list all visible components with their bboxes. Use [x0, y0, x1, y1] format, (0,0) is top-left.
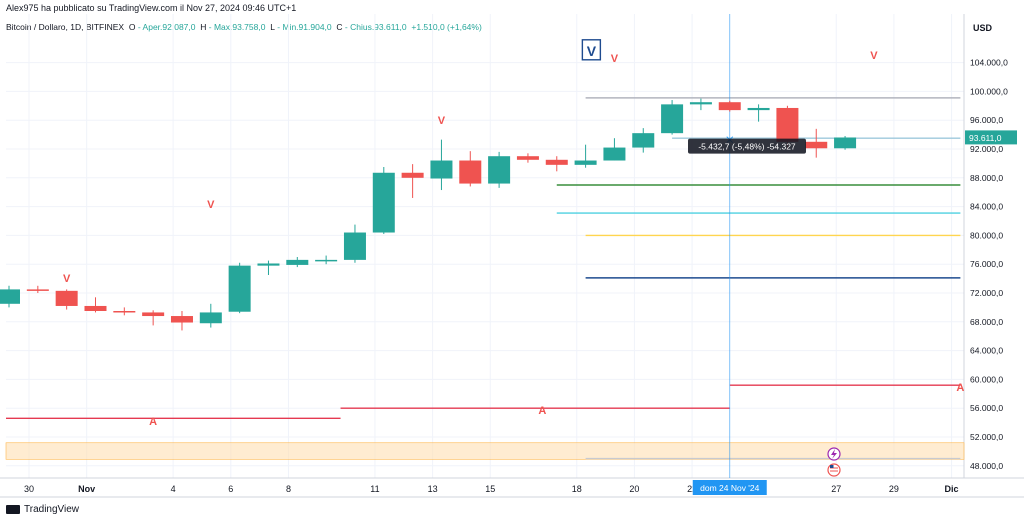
candle-body — [459, 160, 482, 184]
last-price-label: 93.611,0 — [969, 133, 1002, 143]
open-label: O — [128, 22, 136, 32]
price-tick-label: 80.000,0 — [970, 230, 1003, 240]
candle-body — [516, 156, 539, 160]
price-tick-label: 76.000,0 — [970, 259, 1003, 269]
candle-body — [0, 289, 20, 304]
high-label: H — [200, 22, 207, 32]
time-tick-label: 4 — [171, 484, 176, 494]
annotation-v: V — [870, 50, 878, 62]
price-tick-label: 92.000,0 — [970, 144, 1003, 154]
time-tick-label: 18 — [572, 484, 582, 494]
us-flag-canton — [830, 465, 834, 468]
time-tick-label: 15 — [485, 484, 495, 494]
time-tick-label: 22 — [687, 484, 697, 494]
time-tick-label: 27 — [831, 484, 841, 494]
price-tick-label: 84.000,0 — [970, 202, 1003, 212]
time-tick-label: Nov — [78, 484, 95, 494]
close-value: - Chius.93.611,0 — [344, 22, 407, 32]
time-tick-label: Dic — [945, 484, 959, 494]
time-tick-label: 8 — [286, 484, 291, 494]
candle-body — [689, 102, 712, 105]
annotation-v: V — [63, 273, 71, 285]
candle-body — [257, 263, 280, 266]
candle-body — [776, 107, 799, 142]
price-tick-label: 88.000,0 — [970, 173, 1003, 183]
candle-body — [315, 259, 338, 262]
last-price-tag — [965, 130, 1017, 145]
annotation-a: A — [538, 405, 546, 417]
price-tick-label: 96.000,0 — [970, 115, 1003, 125]
annotation-a: A — [149, 416, 157, 428]
candle-body — [574, 160, 597, 165]
candle-body — [718, 102, 741, 111]
price-tick-label: 100.000,0 — [970, 86, 1008, 96]
candle-body — [286, 259, 309, 265]
boxed-label-frame — [581, 39, 602, 61]
low-label: L — [270, 22, 275, 32]
candle-body — [747, 107, 770, 111]
time-tick-label: 20 — [629, 484, 639, 494]
lightning-icon — [831, 449, 837, 459]
candle-body — [228, 265, 251, 312]
price-tick-label: 104.000,0 — [970, 58, 1008, 68]
grid — [6, 14, 964, 478]
price-tick-label: 64.000,0 — [970, 346, 1003, 356]
open-value: - Aper.92.087,0 — [137, 22, 196, 32]
price-tick-label: 68.000,0 — [970, 317, 1003, 327]
candle-body — [113, 311, 136, 313]
change-value: +1.510,0 (+1,64%) — [411, 22, 482, 32]
crosshair-date-tag — [692, 480, 767, 495]
annotation-v: V — [438, 115, 446, 127]
time-tick-label: 30 — [24, 484, 34, 494]
time-tick-label: 11 — [370, 484, 379, 494]
price-tick-label: 48.000,0 — [970, 461, 1003, 471]
candle-body — [55, 290, 78, 306]
price-tick-label: 52.000,0 — [970, 432, 1003, 442]
price-tick-label: 72.000,0 — [970, 288, 1003, 298]
candle-body — [545, 159, 568, 165]
tradingview-brand: TradingView — [24, 504, 80, 515]
boxed-label-text: V — [587, 43, 597, 59]
close-label: C — [336, 22, 343, 32]
support-zone — [5, 442, 965, 460]
candle-body — [488, 156, 511, 184]
candle-body — [26, 289, 49, 291]
high-value: - Max.93.758,0 — [208, 22, 266, 32]
candle-body — [84, 305, 107, 311]
annotation-v: V — [611, 53, 619, 65]
price-tick-label: 56.000,0 — [970, 403, 1003, 413]
tradingview-logo-icon — [6, 505, 20, 514]
tradingview-logo[interactable]: TradingView — [6, 504, 79, 515]
ohlc-line: Bitcoin / Dollaro, 1D, BITFINEX O - Aper… — [6, 22, 482, 32]
publisher-line: Alex975 ha pubblicato su TradingView.com… — [6, 3, 297, 13]
candle-body — [142, 312, 165, 317]
candle-body — [170, 316, 193, 323]
candle-body — [401, 172, 424, 178]
currency-label[interactable]: USD — [973, 23, 993, 33]
candle-body — [430, 160, 453, 179]
price-tick-label: 60.000,0 — [970, 374, 1003, 384]
low-value: - Min.91.904,0 — [277, 22, 332, 32]
candle-body — [805, 141, 828, 149]
time-tick-label: 29 — [889, 484, 899, 494]
measure-tooltip-text: -5.432,7 (-5,48%) -54.327 — [698, 142, 796, 152]
measure-tooltip — [688, 138, 806, 154]
us-flag-icon — [827, 463, 841, 477]
annotation-v: V — [207, 199, 215, 211]
candle-body — [834, 137, 857, 149]
annotation-a: A — [956, 382, 964, 394]
candle-body — [632, 133, 655, 148]
time-tick-label: 13 — [428, 484, 438, 494]
crosshair-date-label: dom 24 Nov '24 — [700, 483, 760, 493]
candle-body — [199, 312, 222, 324]
time-tick-label: 6 — [228, 484, 233, 494]
candle-body — [372, 172, 395, 233]
candle-body — [603, 147, 626, 161]
candle-body — [661, 104, 684, 134]
candles — [0, 98, 857, 331]
candle-body — [343, 232, 366, 260]
symbol-name: Bitcoin / Dollaro, 1D, BITFINEX — [6, 22, 125, 32]
